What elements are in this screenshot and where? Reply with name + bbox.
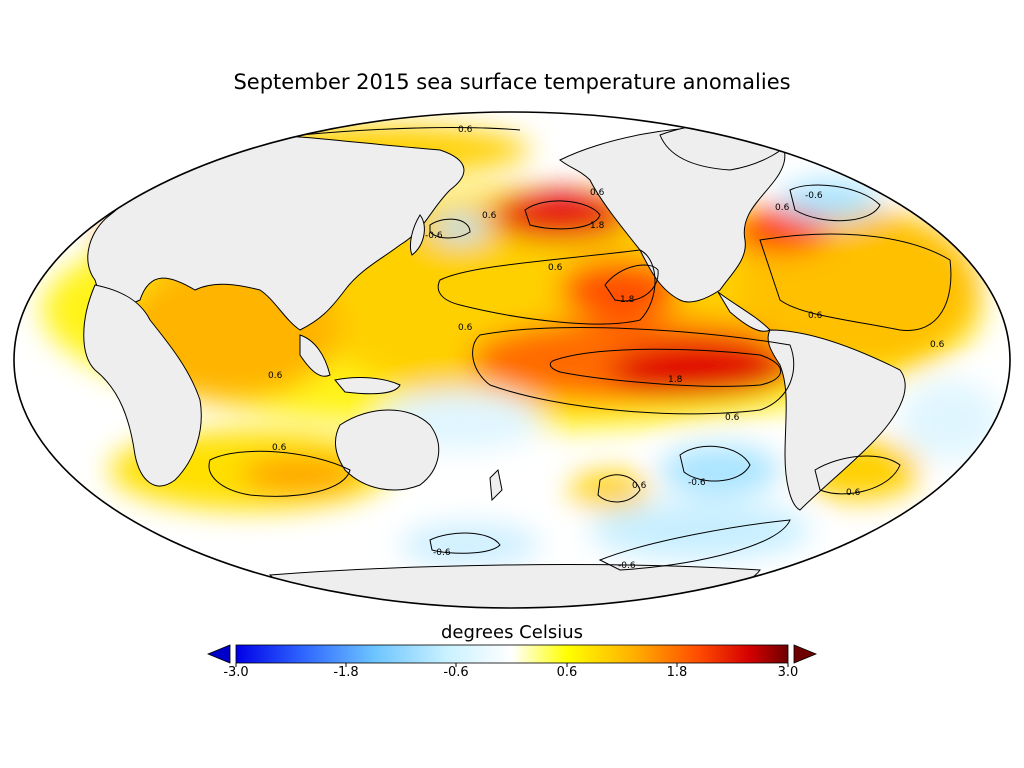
contour-label-alaska-06: 0.6 [590,188,605,198]
contour-label-central-pacific: 1.8 [620,295,635,305]
land-new-zealand [489,468,503,502]
contour-label-atlantic-06c: 0.6 [930,340,945,350]
contour-label-south-pacific-06: 0.6 [632,481,647,491]
land-indonesia [334,377,401,395]
contour-arctic-0-6 [299,127,521,136]
contour-label-west-pacific-06: 0.6 [458,323,473,333]
contour-label-arctic-06: 0.6 [458,125,473,135]
colorbar-min-arrow [206,644,231,664]
land-indochina [299,334,331,377]
colorbar-tick-label: 0.6 [556,665,578,680]
colorbar-max-arrow [793,644,818,664]
contour-label-southern-neg-2: -0.6 [618,561,636,571]
map-title: September 2015 sea surface temperature a… [233,70,791,94]
contour-southern-neg-1 [429,532,501,554]
contour-lines [208,127,952,571]
contour-north-pacific-1-8 [524,200,601,230]
colorbar-ticks [235,663,789,667]
contour-label-north-pacific: 1.8 [590,221,605,231]
land-africa [83,284,202,487]
globe-outline [13,111,1011,609]
contour-south-pacific-0-6 [597,474,641,503]
contour-nino-0-6 [472,327,795,415]
contour-label-indian-06b: 0.6 [272,443,287,453]
colorbar [206,644,818,667]
contour-pacific-0-6 [437,249,656,325]
contour-label-east-pacific-06: 0.6 [725,413,740,423]
contour-label-southern-neg-1: -0.6 [433,548,451,558]
contour-label-japan-neg: -0.6 [425,231,443,241]
colorbar-ramp [235,644,789,664]
contour-central-pacific-1-8 [604,264,659,302]
colorbar-tick-label: -0.6 [443,665,469,680]
colorbar-label: degrees Celsius [441,622,583,643]
contour-labels: 1.8 1.8 1.8 0.6 0.6 0.6 0.6 0.6 0.6 0.6 … [268,125,945,571]
contour-atlantic-0-6 [759,233,952,331]
contour-label-sw-atlantic-06: 0.6 [846,488,861,498]
contour-south-pacific-neg [679,445,751,482]
land-masses [83,121,906,608]
colorbar-tick-label: -3.0 [223,665,249,680]
land-japan [409,214,425,256]
contour-indian-0-6 [208,450,351,497]
contour-label-atlantic-neg: -0.6 [805,191,823,201]
contour-japan-neg [429,218,471,239]
contour-atlantic-neg [789,184,881,222]
land-eurasia [87,133,465,331]
contour-nino-1-8 [549,348,782,387]
land-australia [334,409,440,491]
contour-label-nino: 1.8 [668,375,683,385]
contour-label-south-pacific-neg: -0.6 [688,478,706,488]
contour-southern-neg-2 [598,519,791,571]
contour-sw-atlantic-0-6 [814,455,901,495]
land-south-america [767,329,906,511]
contour-label-atlantic-06a: 0.6 [775,203,790,213]
contour-label-indian-06a: 0.6 [268,371,283,381]
colorbar-tick-label: 3.0 [777,665,799,680]
colorbar-tick-label: 1.8 [666,665,688,680]
contour-label-atlantic-06b: 0.6 [808,311,823,321]
contour-label-pacific-06: 0.6 [548,263,563,273]
contour-label-japan-06: 0.6 [482,211,497,221]
colorbar-tick-label: -1.8 [333,665,359,680]
